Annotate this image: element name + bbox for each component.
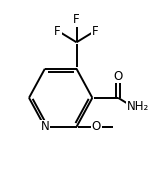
Text: F: F <box>54 25 61 38</box>
Text: NH₂: NH₂ <box>127 100 149 113</box>
Text: O: O <box>114 70 123 83</box>
Text: F: F <box>92 25 99 38</box>
Text: O: O <box>92 120 101 133</box>
Text: F: F <box>73 13 80 26</box>
Text: N: N <box>40 120 49 133</box>
